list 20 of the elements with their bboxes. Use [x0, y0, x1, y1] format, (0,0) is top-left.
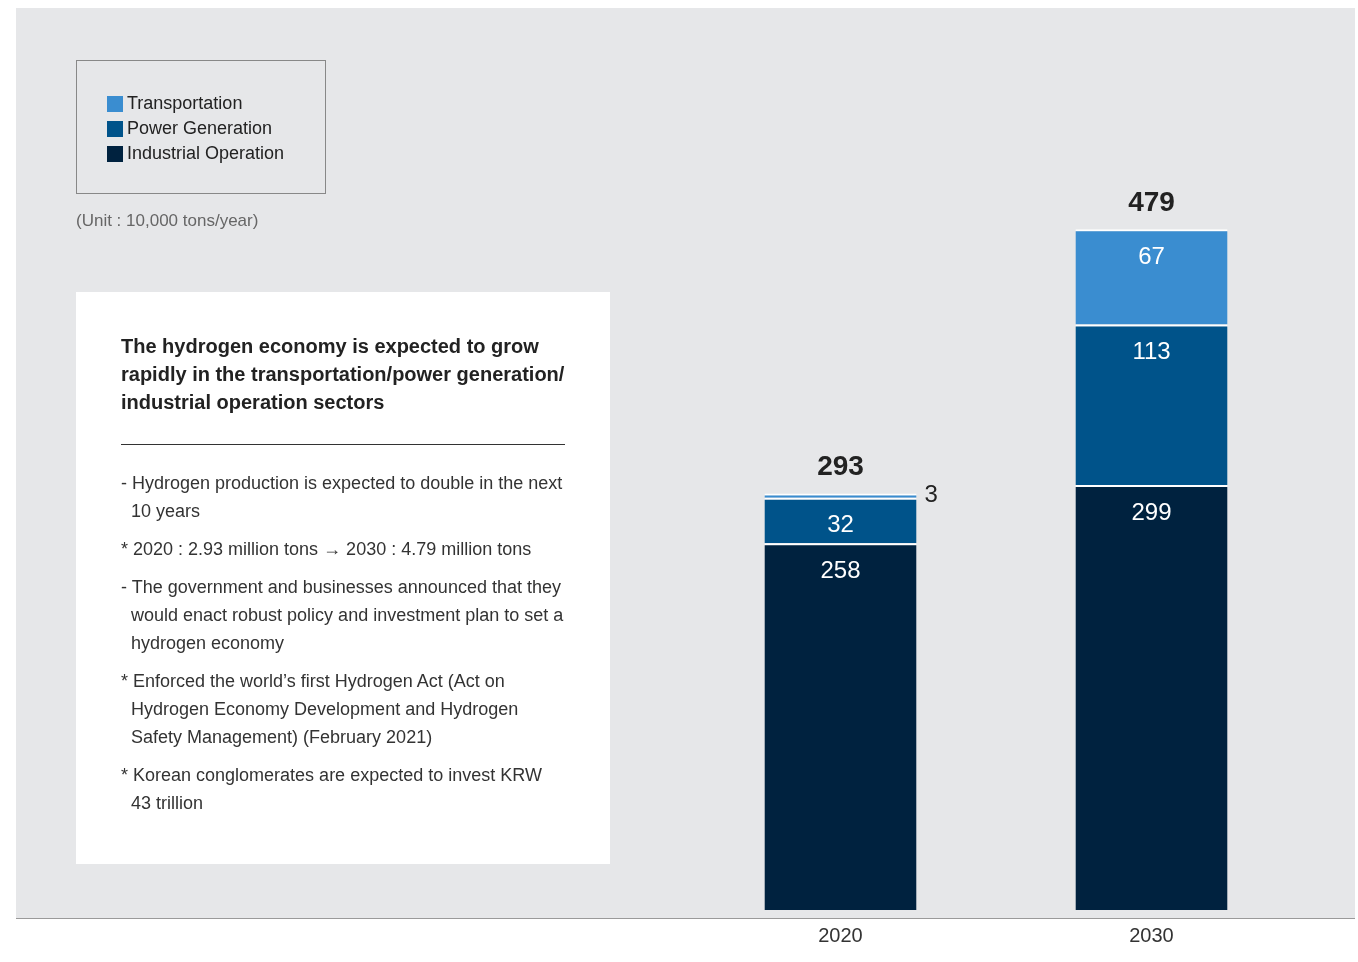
legend-label: Transportation [127, 93, 243, 114]
text: (Unit : 10,000 tons/year) [76, 211, 259, 231]
text: - The government and businesses announced that they would enact robust policy and investment plan to set a hydrogen economy [121, 576, 565, 655]
data-label: 32 [827, 510, 854, 538]
data-label: 258 [820, 555, 861, 583]
data-label: 67 [1138, 241, 1165, 269]
text: The hydrogen economy is expected to grow rapidly in the transportation/power generation/ industrial operation sectors [121, 332, 565, 445]
legend-label: Power Generation [127, 118, 273, 139]
data-label: 113 [1132, 337, 1171, 365]
legend-label: Industrial Operation [127, 143, 285, 164]
text: * Korean conglomerates are expected to invest KRW 43 trillion [121, 764, 543, 815]
text: * Enforced the world’s first Hydrogen Act (Act on Hydrogen Economy Development and Hydrogen Safety Management) (February 2021) [121, 670, 520, 749]
total-label: 479 [1128, 185, 1175, 217]
text: * 2020 : 2.93 million tons → 2030 : 4.79 million tons [121, 538, 533, 561]
x-tick-label: 2020 [818, 923, 863, 946]
x-tick-label: 2030 [1129, 923, 1174, 946]
data-label: 299 [1131, 497, 1172, 525]
data-label: 3 [924, 480, 938, 508]
total-label: 293 [817, 450, 864, 482]
text: - Hydrogen production is expected to double in the next 10 years [121, 472, 564, 523]
